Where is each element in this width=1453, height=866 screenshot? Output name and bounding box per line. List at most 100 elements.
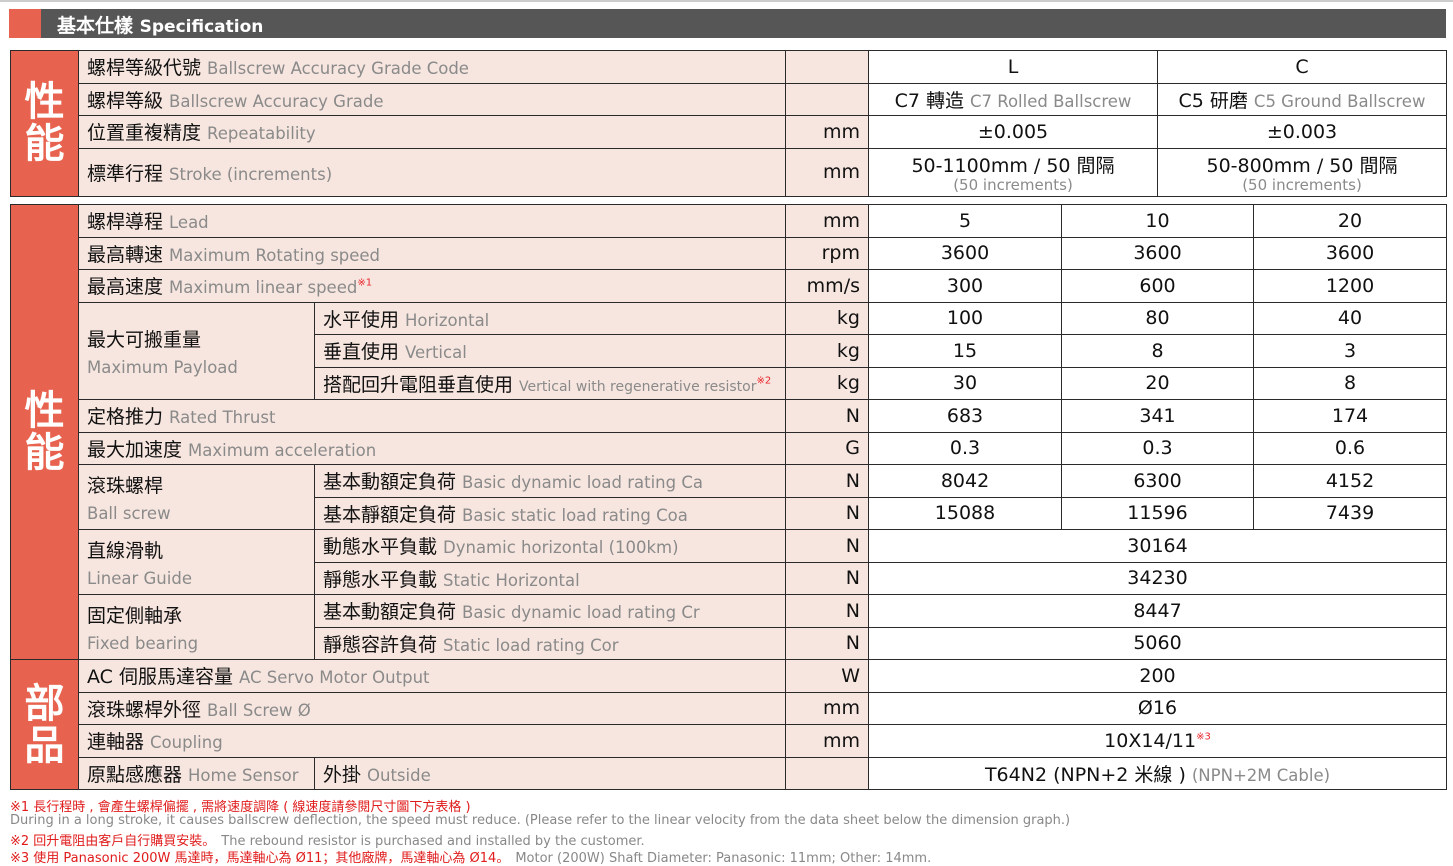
spec-value: 0.6 <box>1253 431 1447 465</box>
spec-label: 標準行程 Stroke (increments) <box>78 147 786 197</box>
label-en: Basic static load rating Coa <box>462 505 688 525</box>
footnote: ※3 使用 Panasonic 200W 馬達時，馬達軸心為 Ø11；其他廠牌，… <box>10 847 931 866</box>
group-zh: 直線滑軌 <box>87 540 164 562</box>
label-en: Ballscrew Accuracy Grade Code <box>207 59 469 79</box>
spec-value: 0.3 <box>1061 431 1254 465</box>
spec-value: 4152 <box>1253 464 1447 498</box>
table-row: 固定側軸承 Fixed bearing 基本動額定負荷 Basic dynamic l… <box>11 594 1447 660</box>
spec-value: 34230 <box>868 561 1447 595</box>
footnote-zh: ※2 回升電阻由客戶自行購買安裝。 <box>10 834 216 849</box>
spec-value: 10X14/11※3 <box>868 724 1447 758</box>
label-en: AC Servo Motor Output <box>238 668 430 688</box>
spec-label: 原點感應器 Home Sensor <box>78 756 315 790</box>
label-en: Static Horizontal <box>443 570 580 590</box>
table-row: 最大加速度 Maximum acceleration G 0.3 0.3 0.6 <box>11 431 1447 465</box>
spec-value: 8447 <box>868 594 1447 628</box>
footnote: ※2 回升電阻由客戶自行購買安裝。 The rebound resistor is… <box>10 830 645 849</box>
spec-value: 30 <box>868 366 1062 400</box>
spec-label: 垂直使用 Vertical <box>314 334 786 368</box>
unit <box>785 82 869 116</box>
spec-value: 8 <box>1253 366 1447 400</box>
unit: kg <box>785 334 869 368</box>
value-sub: C7 Rolled Ballscrew <box>969 91 1132 111</box>
section-label: 部品 <box>10 659 79 790</box>
footnote-en: During in a long stroke, it causes balls… <box>10 813 1071 828</box>
spec-value: 15088 <box>868 496 1062 530</box>
spec-value: 1200 <box>1253 269 1447 303</box>
spec-value: 3600 <box>1253 236 1447 270</box>
label-en: Ball Screw Ø <box>207 700 311 720</box>
spec-value: 6300 <box>1061 464 1254 498</box>
unit: kg <box>785 301 869 335</box>
spec-value: Ø16 <box>868 691 1447 725</box>
group-label: 直線滑軌 Linear Guide <box>78 529 315 595</box>
title-zh: 基本仕樣 <box>57 15 134 37</box>
unit: N <box>785 529 869 563</box>
group-zh: 最大可搬重量 <box>87 328 202 351</box>
spec-value: 50-800mm / 50 間隔 (50 increments) <box>1157 147 1447 197</box>
label-zh: 原點感應器 <box>87 763 183 786</box>
spec-label: 滾珠螺桿外徑 Ball Screw Ø <box>78 691 786 725</box>
label-zh: 基本動額定負荷 <box>323 471 457 494</box>
spec-label: 定格推力 Rated Thrust <box>78 399 786 433</box>
label-en: Maximum acceleration <box>188 440 377 460</box>
table-row: 性能 螺桿等級代號 Ballscrew Accuracy Grade Code L C <box>10 50 1447 197</box>
top-divider <box>0 0 1453 2</box>
spec-label: 基本動額定負荷 Basic dynamic load rating Ca <box>314 464 786 498</box>
spec-value: 683 <box>868 399 1062 433</box>
spec-label: 位置重複精度 Repeatability <box>78 115 786 149</box>
spec-value: 50-1100mm / 50 間隔 (50 increments) <box>868 147 1158 197</box>
unit: N <box>785 496 869 530</box>
spec-label: 最大加速度 Maximum acceleration <box>78 431 786 465</box>
unit: G <box>785 431 869 465</box>
spec-value: 3 <box>1253 334 1447 368</box>
label-en: Maximum linear speed <box>169 278 358 298</box>
title-en: Specification <box>139 17 264 37</box>
unit: mm <box>785 115 869 149</box>
unit: N <box>785 626 869 660</box>
spec-value: 100 <box>868 301 1062 335</box>
spec-value: 200 <box>868 659 1447 693</box>
spec-value: 20 <box>1061 366 1254 400</box>
spec-value: 7439 <box>1253 496 1447 530</box>
spec-value: 8042 <box>868 464 1062 498</box>
label-zh: 最高轉速 <box>87 243 164 266</box>
unit: mm <box>785 691 869 725</box>
group-zh: 固定側軸承 <box>87 605 183 627</box>
label-zh: 位置重複精度 <box>87 122 202 145</box>
spec-label: AC 伺服馬達容量 AC Servo Motor Output <box>78 659 786 693</box>
label-en: Repeatability <box>207 124 316 144</box>
spec-label: 連軸器 Coupling <box>78 724 786 758</box>
footnote-mark: ※1 <box>357 277 373 289</box>
spec-value: 5060 <box>868 626 1447 660</box>
table-row: 定格推力 Rated Thrust N 683 341 174 <box>11 399 1447 433</box>
spec-label: 靜態容許負荷 Static load rating Cor <box>314 626 786 660</box>
table-row: 標準行程 Stroke (increments) mm 50-1100mm / 50 … <box>11 147 1447 197</box>
value-main: 50-1100mm / 50 間隔 <box>911 155 1115 177</box>
footnote-mark: ※2 <box>756 375 772 387</box>
spec-value: 11596 <box>1061 496 1254 530</box>
label-en: Static load rating Cor <box>443 635 619 655</box>
spec-value: 10 <box>1061 204 1254 238</box>
unit: mm/s <box>785 269 869 303</box>
performance-table-2: 性能 螺桿導程 Lead mm 5 10 20 最高轉速 Maximum Rotating sp… <box>10 204 1447 790</box>
sub-label: 外掛 Outside <box>314 756 786 790</box>
spec-value: 5 <box>868 204 1062 238</box>
table-row: 靜態容許負荷 Static load rating Cor N 5060 <box>11 626 1447 660</box>
unit: N <box>785 594 869 628</box>
table-row: 螺桿等級 Ballscrew Accuracy Grade C7 轉造 C7 Roll… <box>11 82 1447 116</box>
spec-value: 600 <box>1061 269 1254 303</box>
table-row: 靜態水平負載 Static Horizontal N 34230 <box>11 561 1447 595</box>
label-zh: 螺桿導程 <box>87 211 164 234</box>
unit: mm <box>785 147 869 197</box>
label-en: Basic dynamic load rating Ca <box>462 473 703 493</box>
label-en: Ballscrew Accuracy Grade <box>169 91 384 111</box>
label-zh: 垂直使用 <box>323 341 400 364</box>
label-zh: 靜態容許負荷 <box>323 633 438 656</box>
unit: kg <box>785 366 869 400</box>
label-zh: 搭配回升電阻垂直使用 <box>323 373 514 396</box>
label-zh: AC 伺服馬達容量 <box>87 666 233 689</box>
table-row: 滾珠螺桿 Ball screw 基本動額定負荷 Basic dynamic load … <box>11 464 1447 530</box>
table-row: 垂直使用 Vertical kg 15 8 3 <box>11 334 1447 368</box>
group-en: Ball screw <box>87 504 171 523</box>
